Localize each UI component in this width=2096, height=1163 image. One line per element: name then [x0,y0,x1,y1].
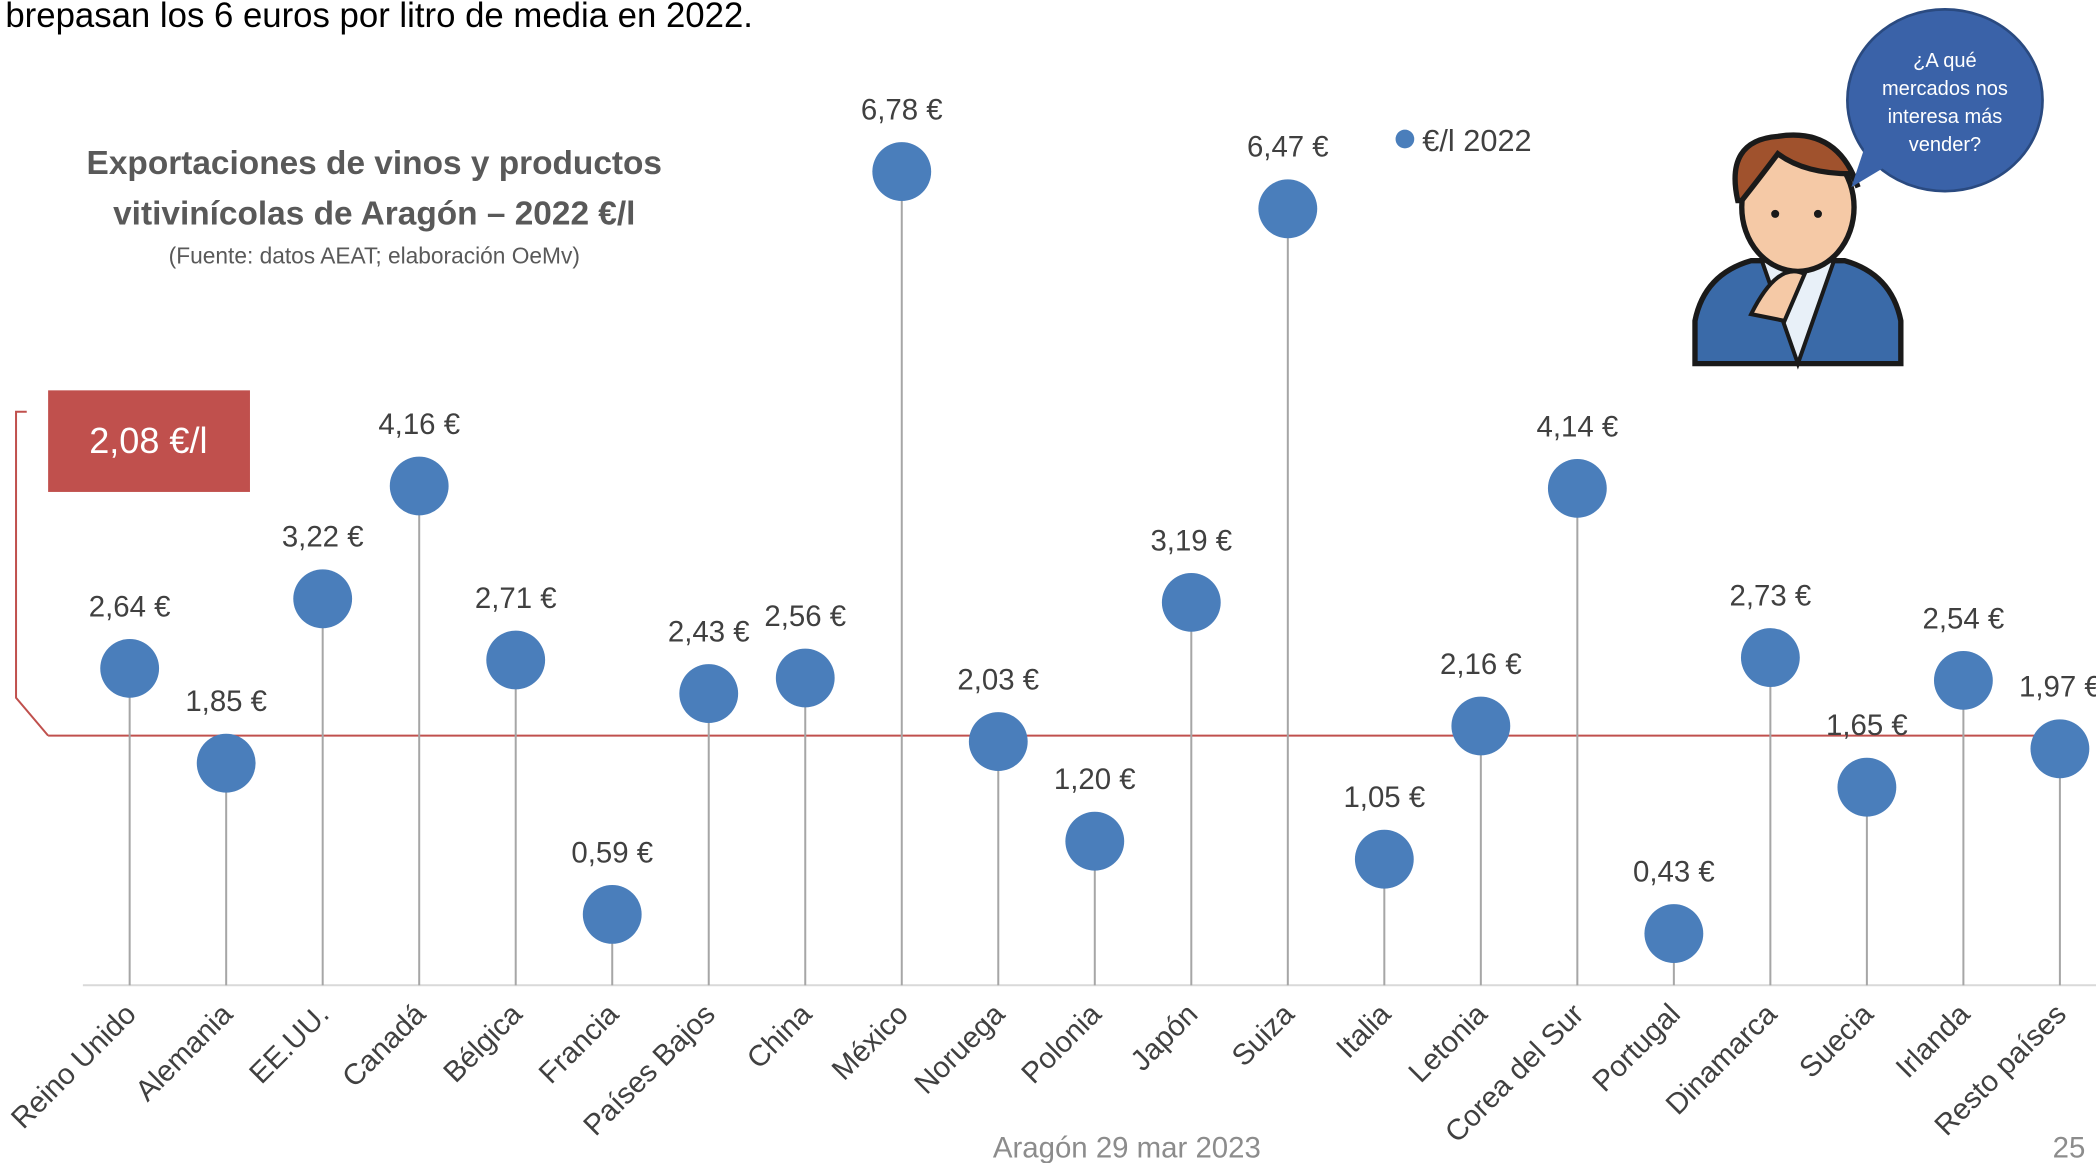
value-label: 2,56 € [764,600,846,633]
bubble-text: ¿A qué [1913,50,1977,72]
chart-subtitle: (Fuente: datos AEAT; elaboración OeMv) [169,242,580,268]
x-tick-label: Noruega [908,997,1012,1101]
value-label: 4,16 € [378,408,460,441]
dot [390,457,449,516]
dot [1162,573,1221,632]
page-number: 25 [2053,1132,2086,1163]
slide: brepasan los 6 euros por litro de media … [0,0,2096,1163]
x-tick-label: Alemania [129,997,239,1107]
value-label: 1,65 € [1826,709,1908,742]
dot [2031,719,2090,778]
dot [100,639,159,698]
dot [1258,179,1317,238]
x-tick-label: México [826,998,915,1087]
dot [583,885,642,944]
dot [679,664,738,723]
value-label: 2,54 € [1923,602,2005,635]
dot [293,569,352,628]
x-tick-label: Japón [1124,998,1204,1078]
bubble-text: interesa más [1888,106,2003,128]
value-label: 1,85 € [185,685,267,718]
dot [1741,628,1800,687]
header-text: brepasan los 6 euros por litro de media … [5,0,753,35]
dot [1548,459,1607,518]
bubble-text: mercados nos [1882,78,2008,100]
x-tick-label: Reino Unido [5,998,143,1136]
x-tick-label: Letonia [1402,997,1494,1089]
x-tick-label: Francia [533,997,626,1090]
legend-marker [1396,130,1415,149]
value-label: 2,03 € [957,663,1039,696]
bubble-text: vender? [1909,134,1981,156]
value-label: 6,47 € [1247,131,1329,164]
value-label: 2,43 € [668,615,750,648]
average-label: 2,08 €/l [89,420,207,461]
value-label: 0,59 € [571,836,653,869]
dot [1065,812,1124,871]
dot [1355,830,1414,889]
value-label: 0,43 € [1633,855,1715,888]
value-label: 1,20 € [1054,763,1136,796]
x-tick-label: Irlanda [1889,997,1976,1084]
chart-title: Exportaciones de vinos y productos [87,145,662,182]
dot [1934,651,1993,710]
x-tick-label: Portugal [1586,998,1687,1099]
value-label: 1,97 € [2019,671,2096,704]
legend-label: €/l 2022 [1422,123,1531,158]
value-label: 2,73 € [1730,579,1812,612]
dot [197,734,256,793]
dot [1644,904,1703,963]
value-label: 2,71 € [475,582,557,615]
x-tick-label: Italia [1330,997,1398,1065]
dot [486,631,545,690]
dot [1451,697,1510,756]
x-tick-label: Suecia [1793,997,1880,1084]
value-label: 1,05 € [1343,781,1425,814]
x-tick-label: Canadá [336,997,433,1094]
dot [1837,758,1896,817]
x-tick-label: Bélgica [437,997,529,1089]
value-label: 3,19 € [1150,524,1232,557]
value-label: 3,22 € [282,521,364,554]
footer: Aragón 29 mar 2023 [993,1132,1261,1163]
dot [776,649,835,708]
average-bracket [16,412,48,736]
value-label: 2,64 € [89,590,171,623]
value-label: 2,16 € [1440,648,1522,681]
x-tick-label: China [741,997,819,1075]
dot [969,712,1028,771]
x-tick-label: Polonia [1015,997,1108,1090]
x-tick-label: EE.UU. [243,998,336,1091]
dot [872,142,931,201]
chart-title: vitivinícolas de Aragón – 2022 €/l [113,196,635,233]
value-label: 4,14 € [1536,410,1618,443]
x-tick-label: Suiza [1225,997,1301,1073]
value-label: 6,78 € [861,93,943,126]
